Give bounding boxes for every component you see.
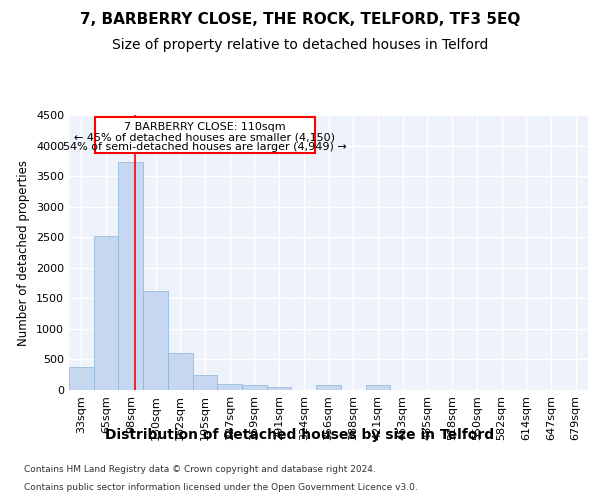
Text: Contains public sector information licensed under the Open Government Licence v3: Contains public sector information licen… [24,482,418,492]
Bar [242,386,267,390]
Bar [365,386,390,390]
Bar [118,162,143,390]
Bar [94,236,118,390]
Text: ← 45% of detached houses are smaller (4,150): ← 45% of detached houses are smaller (4,… [74,132,335,142]
Bar [69,367,94,390]
FancyBboxPatch shape [95,117,315,153]
Bar [168,354,193,390]
Bar [143,290,168,390]
Y-axis label: Number of detached properties: Number of detached properties [17,160,31,346]
Text: Size of property relative to detached houses in Telford: Size of property relative to detached ho… [112,38,488,52]
Bar [217,384,242,390]
Bar [267,387,292,390]
Text: 54% of semi-detached houses are larger (4,949) →: 54% of semi-detached houses are larger (… [63,142,347,152]
Text: Distribution of detached houses by size in Telford: Distribution of detached houses by size … [106,428,494,442]
Text: 7 BARBERRY CLOSE: 110sqm: 7 BARBERRY CLOSE: 110sqm [124,122,286,132]
Text: Contains HM Land Registry data © Crown copyright and database right 2024.: Contains HM Land Registry data © Crown c… [24,465,376,474]
Bar [193,374,217,390]
Bar [316,386,341,390]
Text: 7, BARBERRY CLOSE, THE ROCK, TELFORD, TF3 5EQ: 7, BARBERRY CLOSE, THE ROCK, TELFORD, TF… [80,12,520,28]
